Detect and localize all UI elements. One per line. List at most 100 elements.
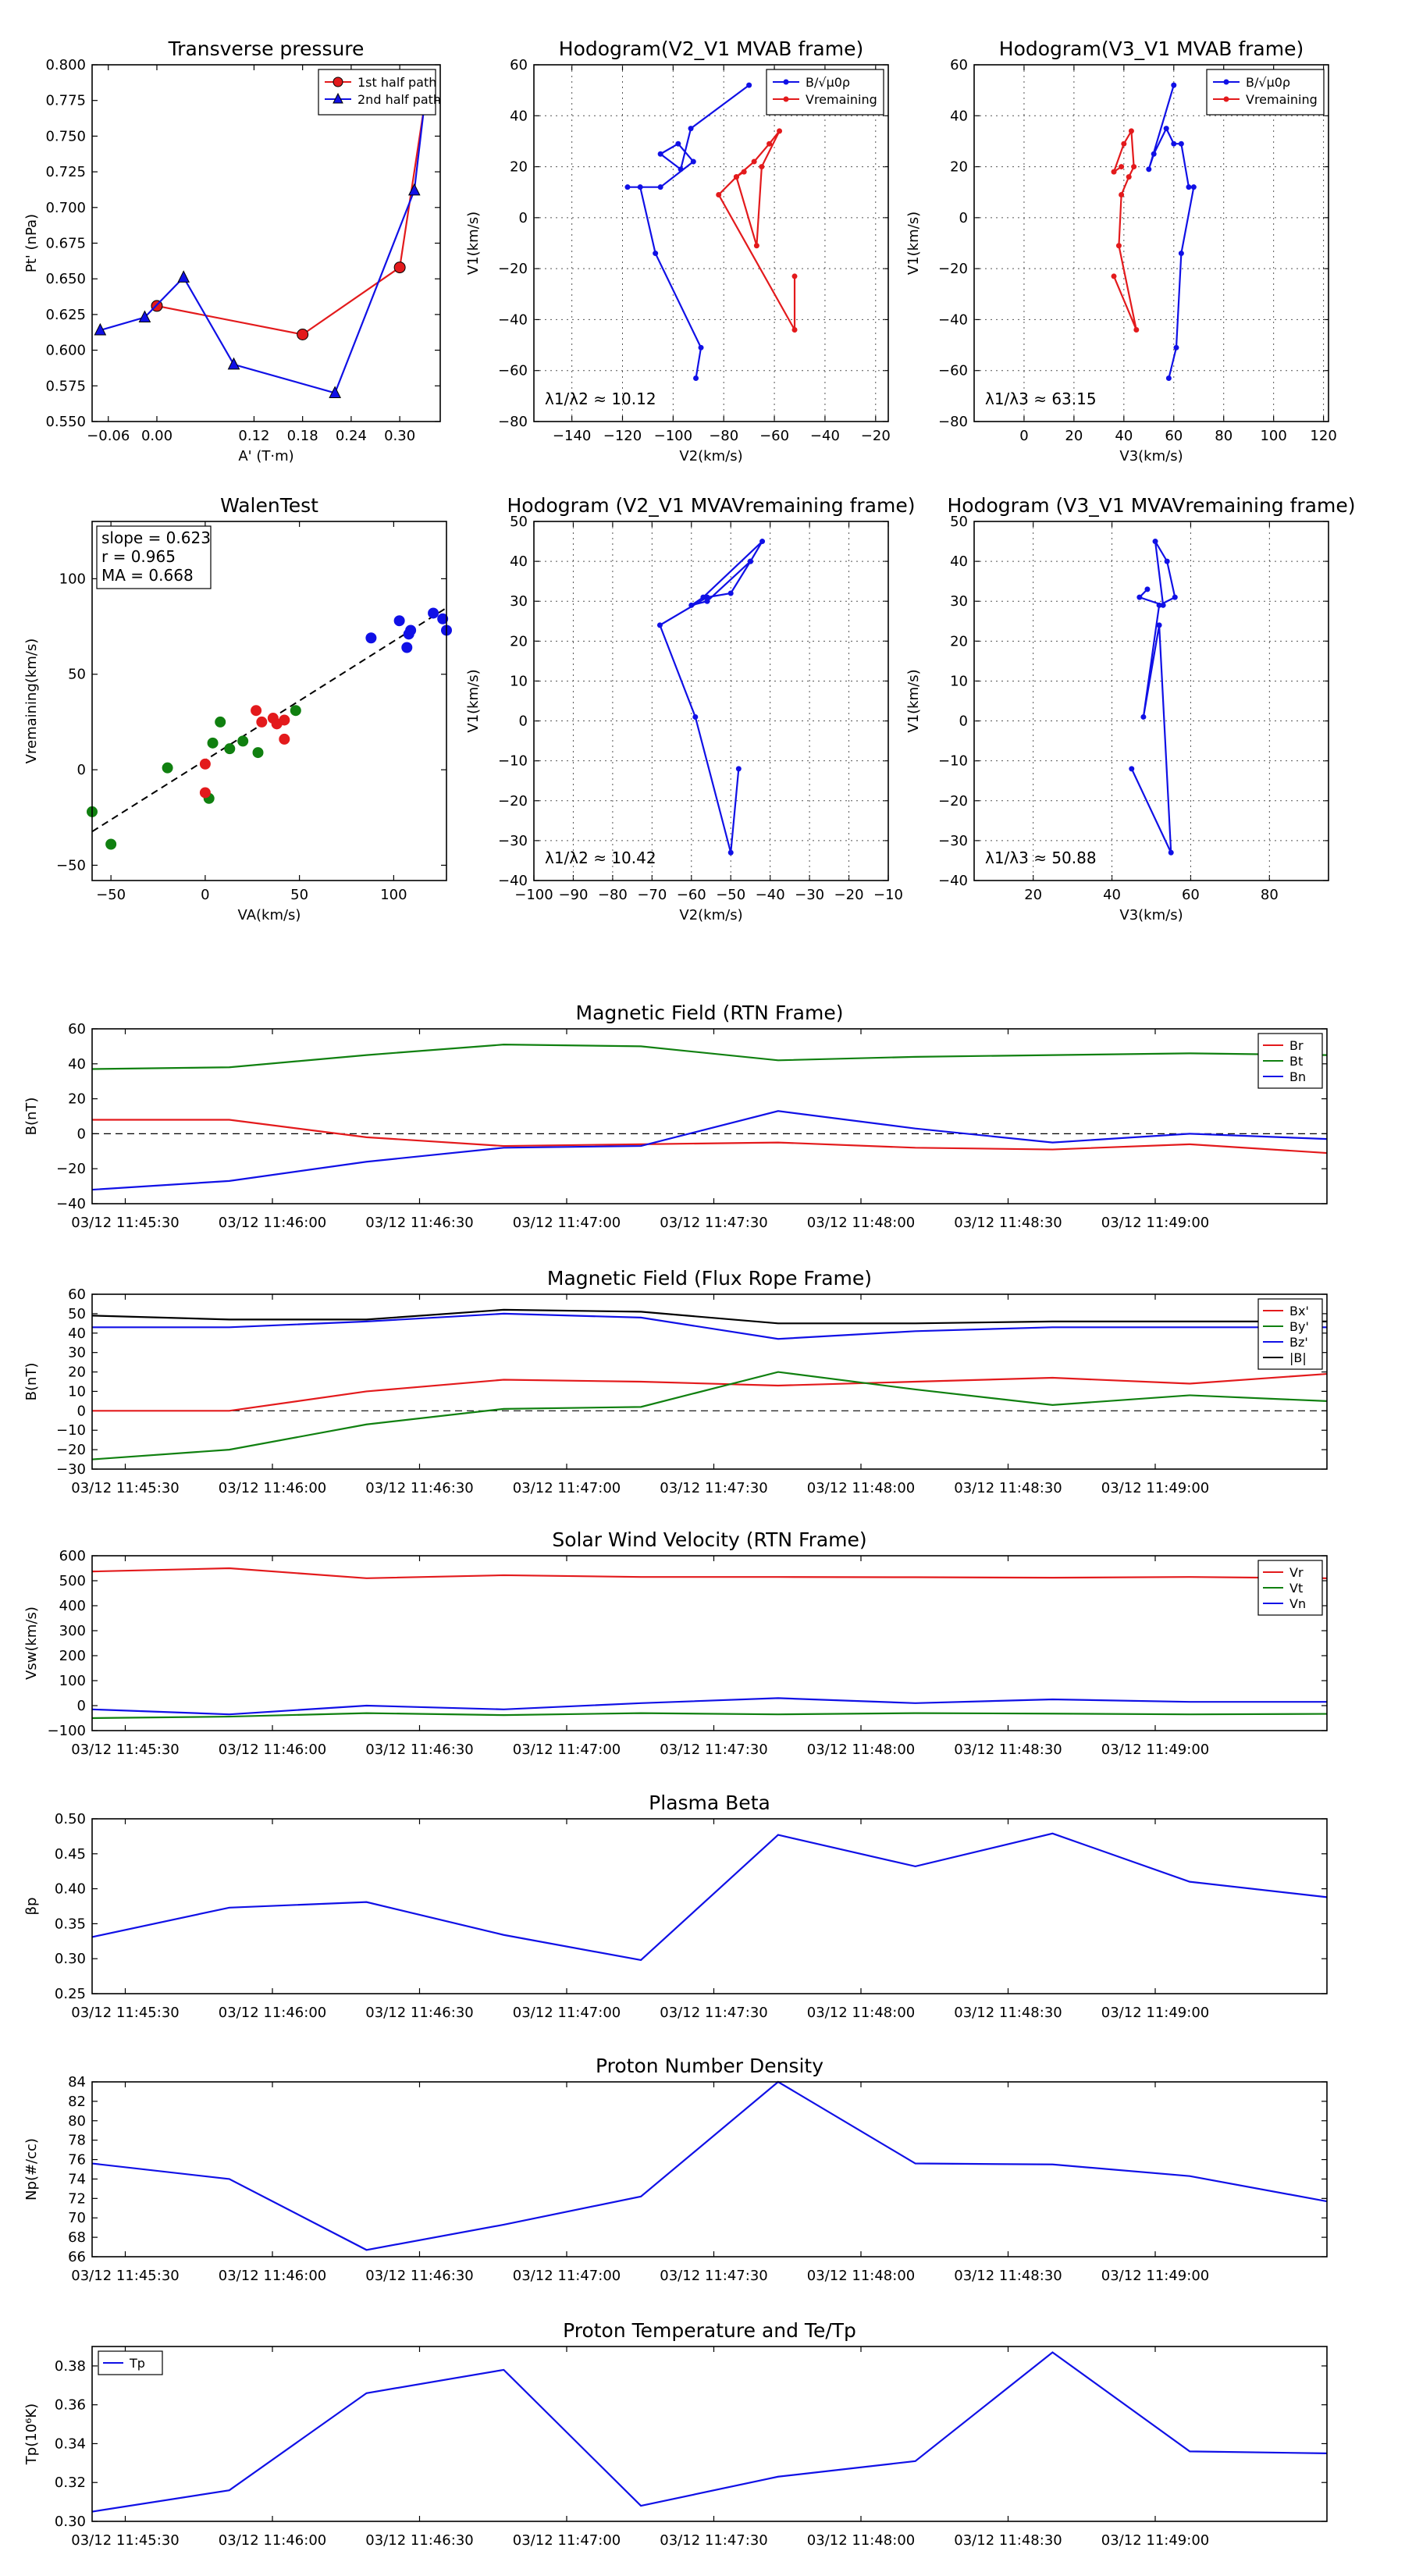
series-line-By' xyxy=(91,1371,1328,1461)
y-tick-label: 0 xyxy=(77,1698,86,1714)
x-tick-label: 03/12 11:49:00 xyxy=(1101,2268,1209,2284)
x-tick-label: −50 xyxy=(96,887,126,903)
series-line-Br xyxy=(92,1119,1328,1155)
x-tick-label: −30 xyxy=(795,887,824,903)
data-point xyxy=(690,158,696,165)
y-tick-label: 0 xyxy=(519,210,528,226)
data-point xyxy=(704,594,710,600)
scatter-point xyxy=(290,705,301,717)
chart-title-vsw: Solar Wind Velocity (RTN Frame) xyxy=(552,1528,866,1551)
scatter-point xyxy=(199,787,211,799)
series-line-Np xyxy=(91,2080,1328,2251)
y-tick-label: 40 xyxy=(510,553,528,570)
scatter-point xyxy=(224,743,236,755)
y-tick-label: 300 xyxy=(59,1623,86,1639)
y-tick-label: 40 xyxy=(68,1056,86,1073)
legend-entry: Vremaining xyxy=(1246,92,1318,107)
plot-frame xyxy=(91,1818,1328,1994)
x-tick-label: 03/12 11:46:00 xyxy=(219,2268,326,2284)
scatter-point xyxy=(215,716,226,728)
data-point xyxy=(657,151,663,157)
x-tick-label: 03/12 11:47:00 xyxy=(513,1742,621,1758)
x-tick-label: 03/12 11:47:00 xyxy=(513,2005,621,2021)
data-point xyxy=(177,270,190,283)
y-tick-label: 40 xyxy=(510,108,528,124)
y-tick-label: 100 xyxy=(59,571,86,587)
series-line-Bn xyxy=(91,1110,1328,1191)
y-tick-label: 0 xyxy=(959,210,968,226)
y-tick-label: −40 xyxy=(56,1196,86,1212)
y-tick-label: 0.575 xyxy=(45,378,86,394)
chart-title-walen: WalenTest xyxy=(220,494,318,517)
chart-title-h4: Hodogram (V3_V1 MVAVremaining frame) xyxy=(948,494,1356,517)
data-point xyxy=(653,251,659,257)
data-point xyxy=(1156,602,1162,608)
y-tick-label: 0.800 xyxy=(45,57,86,73)
chart-mag_rtn: Magnetic Field (RTN Frame) −40 −20 0 20 40 60 0… xyxy=(23,1002,1328,1231)
y-tick-label: −10 xyxy=(56,1422,86,1439)
y-tick-label: 30 xyxy=(950,593,968,610)
y-tick-label: −20 xyxy=(498,261,528,277)
data-point xyxy=(1128,128,1134,134)
data-point xyxy=(1121,141,1127,147)
data-point xyxy=(727,590,734,596)
plot-frame xyxy=(91,1555,1328,1731)
legend-entry: Bz' xyxy=(1289,1335,1308,1350)
x-tick-label: 03/12 11:47:30 xyxy=(660,1480,767,1496)
y-tick-label: −40 xyxy=(498,873,528,889)
data-point xyxy=(692,713,699,720)
plot-frame xyxy=(91,64,441,422)
x-tick-label: 03/12 11:45:30 xyxy=(71,1215,179,1231)
data-point xyxy=(227,357,240,370)
scatter-point xyxy=(199,758,211,770)
chart-pt: Transverse pressure −0.06 0.00 0.12 0.18 0.24… xyxy=(23,37,441,464)
x-tick-label: −100 xyxy=(654,428,692,444)
data-point xyxy=(1164,558,1170,564)
chart-title-h2: Hodogram(V3_V1 MVAB frame) xyxy=(999,37,1304,60)
x-tick-label: 03/12 11:46:30 xyxy=(365,1480,473,1496)
stats-line: slope = 0.623 xyxy=(101,528,211,547)
x-tick-label: −100 xyxy=(514,887,553,903)
data-point xyxy=(1111,273,1117,279)
x-tick-label: 03/12 11:46:00 xyxy=(219,1480,326,1496)
x-tick-label: −40 xyxy=(756,887,785,903)
data-point xyxy=(1172,594,1178,600)
series-line-Vt xyxy=(91,1712,1328,1720)
chart-title-h3: Hodogram (V2_V1 MVAVremaining frame) xyxy=(507,494,916,517)
y-tick-label: 82 xyxy=(68,2094,86,2110)
y-tick-label: 60 xyxy=(950,57,968,73)
y-axis-label: βp xyxy=(23,1898,40,1916)
y-tick-label: −20 xyxy=(56,1442,86,1458)
data-point xyxy=(727,849,734,856)
legend-marker xyxy=(783,79,789,85)
legend-entry: Bx' xyxy=(1289,1304,1309,1318)
y-tick-label: 20 xyxy=(950,159,968,176)
data-point xyxy=(1178,251,1184,257)
eigen-ratio: λ1/λ3 ≈ 50.88 xyxy=(985,849,1097,867)
x-tick-label: 100 xyxy=(1260,428,1286,444)
data-point xyxy=(704,598,710,604)
scatter-point xyxy=(393,615,405,627)
series-line-Bz' xyxy=(92,1312,1327,1340)
series-line-Bx' xyxy=(92,1372,1328,1412)
x-tick-label: 03/12 11:49:00 xyxy=(1101,1215,1209,1231)
x-tick-label: 03/12 11:45:30 xyxy=(71,1742,179,1758)
data-point xyxy=(791,326,798,333)
x-tick-label: 03/12 11:47:00 xyxy=(513,1215,621,1231)
data-point xyxy=(1156,622,1162,628)
chart-h1: Hodogram(V2_V1 MVAB frame) −140 −120 −100 −8… xyxy=(465,37,891,464)
y-tick-label: 500 xyxy=(59,1573,86,1589)
x-tick-label: 03/12 11:48:30 xyxy=(954,2268,1062,2284)
x-tick-label: 03/12 11:46:30 xyxy=(365,2532,473,2549)
legend-entry: 2nd half path xyxy=(357,92,441,107)
x-tick-label: 03/12 11:45:30 xyxy=(71,2268,179,2284)
y-tick-label: 40 xyxy=(950,553,968,570)
y-tick-label: 78 xyxy=(68,2133,86,2149)
scatter-point xyxy=(365,632,377,644)
y-tick-label: 40 xyxy=(950,108,968,124)
x-axis-label: V3(km/s) xyxy=(1119,907,1183,923)
data-point xyxy=(777,128,783,134)
legend-marker xyxy=(783,96,789,102)
y-tick-label: −80 xyxy=(938,414,968,430)
